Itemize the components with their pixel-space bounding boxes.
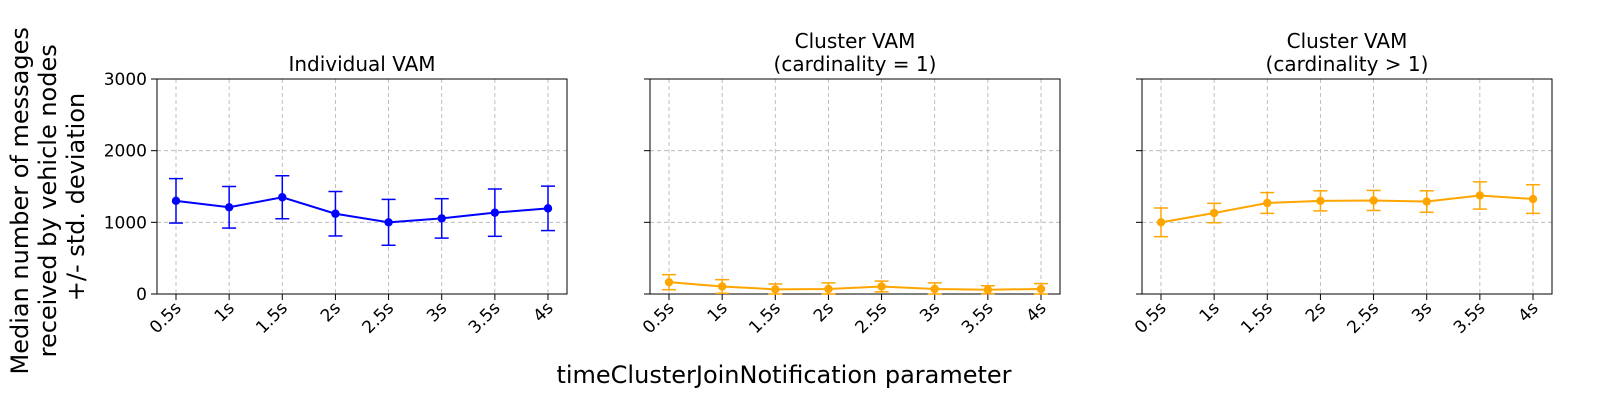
x-tick-label: 2.5s <box>1344 298 1384 338</box>
x-tick-label: 2s <box>810 298 838 326</box>
chart-title-line: Individual VAM <box>288 52 435 76</box>
x-tick-label: 1s <box>211 298 239 326</box>
data-point <box>384 218 393 227</box>
series-line <box>175 196 549 224</box>
data-point <box>1369 196 1378 205</box>
data-point <box>543 204 553 213</box>
x-axis-label: timeClusterJoinNotification parameter <box>556 361 1011 389</box>
x-tick-label: 3.5s <box>958 298 998 338</box>
chart-panel: 0.5s 1s 1.5s 2s 2.5s 3s 3.5s 4s Cluster VAM(card… <box>639 29 1061 338</box>
x-tick-label: 0.5s <box>1131 298 1171 338</box>
data-point <box>1475 191 1485 200</box>
data-point <box>171 196 181 206</box>
data-point <box>1316 196 1325 206</box>
data-point <box>1156 218 1166 227</box>
chart-title-line: Cluster VAM <box>1287 29 1408 53</box>
x-tick-label: 3.5s <box>1450 298 1490 338</box>
data-point <box>771 285 780 294</box>
chart-title-line: (cardinality > 1) <box>1266 52 1429 76</box>
plot-frame <box>1141 78 1553 295</box>
data-point <box>278 193 287 202</box>
data-point <box>1422 197 1431 206</box>
x-tick-label: 1.5s <box>745 298 785 338</box>
data-point <box>1263 198 1272 208</box>
y-tick-label: 0 <box>136 285 147 305</box>
data-point <box>1209 208 1219 218</box>
y-axis-label-line: received by vehicle nodes <box>34 44 62 357</box>
x-tick-label: 4s <box>1022 298 1050 326</box>
data-point <box>983 285 993 294</box>
data-point <box>490 208 500 217</box>
y-tick-label: 2000 <box>104 142 147 162</box>
y-tick-label: 3000 <box>104 70 147 90</box>
x-tick-label: 3s <box>916 298 944 326</box>
data-point <box>331 209 340 218</box>
chart-title-line: (cardinality = 1) <box>774 52 937 76</box>
data-point <box>664 277 674 287</box>
data-point <box>1528 194 1538 204</box>
x-tick-label: 1.5s <box>252 298 292 338</box>
data-point <box>1036 284 1046 294</box>
y-tick-label: 1000 <box>104 213 147 233</box>
x-tick-label: 4s <box>529 298 557 326</box>
x-tick-label: 2s <box>317 298 345 326</box>
plot-frame <box>649 78 1061 295</box>
x-tick-label: 2s <box>1302 298 1330 326</box>
chart-panel: 0.5s 1s 1.5s 2s 2.5s 3s 3.5s 4s Cluster VAM(card… <box>1131 29 1553 338</box>
x-tick-label: 2.5s <box>359 298 399 338</box>
data-point <box>930 284 939 294</box>
series-line <box>668 281 1042 291</box>
x-tick-label: 3s <box>423 298 451 326</box>
x-tick-label: 0.5s <box>146 298 186 338</box>
x-tick-label: 0.5s <box>639 298 679 338</box>
data-point <box>877 282 886 291</box>
x-tick-label: 1s <box>704 298 732 326</box>
x-tick-label: 3.5s <box>465 298 505 338</box>
x-tick-label: 1s <box>1196 298 1224 326</box>
data-point <box>224 203 234 212</box>
chart-panel: 0 1000 2000 3000 0.5s 1s 1.5s 2s 2.5s 3s 3.5s 4s Ind… <box>104 52 568 338</box>
y-axis-label-line: Median number of messages <box>6 27 34 374</box>
series-line <box>1160 194 1534 224</box>
data-point <box>437 214 446 223</box>
chart-title-line: Cluster VAM <box>795 29 916 53</box>
plot-frame <box>156 78 568 295</box>
x-tick-label: 3s <box>1408 298 1436 326</box>
y-axis-label-line: +/- std. deviation <box>62 93 90 301</box>
x-tick-label: 4s <box>1514 298 1542 326</box>
x-tick-label: 2.5s <box>852 298 892 338</box>
y-axis-label: Median number of messages received by ve… <box>6 20 90 375</box>
data-point <box>717 282 727 291</box>
data-point <box>824 284 833 294</box>
x-tick-label: 1.5s <box>1237 298 1277 338</box>
